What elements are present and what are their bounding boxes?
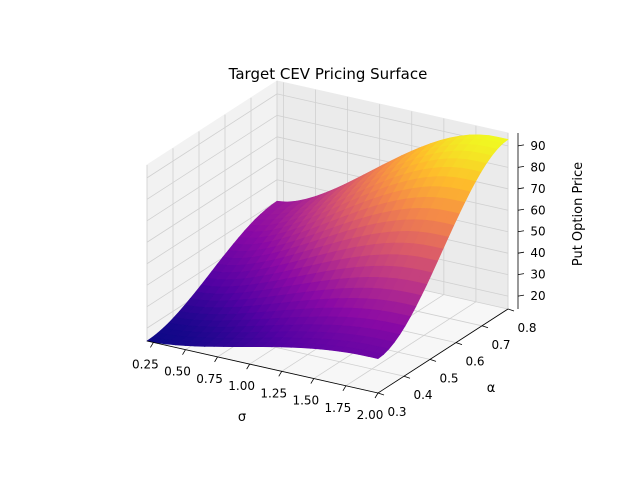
z-tick bbox=[517, 144, 525, 147]
y-tick-label: 0.6 bbox=[465, 355, 484, 369]
grid-left-z bbox=[146, 93, 278, 179]
z-tick-label: 90 bbox=[530, 139, 545, 153]
z-tick-label: 50 bbox=[530, 225, 545, 239]
grid-left-z bbox=[146, 115, 278, 200]
x-tick bbox=[246, 363, 251, 370]
x-tick bbox=[182, 349, 186, 355]
x-tick-label: 0.25 bbox=[132, 357, 159, 371]
x-tick bbox=[342, 385, 347, 391]
grid-floor-x bbox=[345, 301, 477, 387]
y-tick-label: 0.5 bbox=[439, 371, 458, 385]
axis-lines bbox=[146, 133, 525, 399]
y-tick-label: 0.7 bbox=[491, 338, 510, 352]
grid-left-z bbox=[146, 200, 278, 286]
z-tick bbox=[517, 230, 525, 233]
y-tick-label: 0.3 bbox=[387, 405, 406, 419]
z-tick bbox=[517, 273, 525, 276]
surface-patch bbox=[367, 351, 385, 360]
x-tick bbox=[150, 342, 154, 348]
chart-title: Target CEV Pricing Surface bbox=[228, 65, 428, 83]
y-tick bbox=[507, 308, 515, 312]
y-tick bbox=[403, 375, 411, 379]
z-tick bbox=[517, 187, 525, 190]
x-tick-label: 1.75 bbox=[325, 401, 352, 415]
x-tick-label: 1.00 bbox=[228, 379, 255, 393]
tick-labels: 0.25 0.50 0.75 1.00 1.25 1.50 1.75 2.00 0.3 0.4 0.… bbox=[132, 139, 546, 422]
y-axis-label: α bbox=[487, 381, 496, 396]
x-tick-label: 2.00 bbox=[357, 408, 384, 422]
z-tick-label: 70 bbox=[530, 182, 545, 196]
z-tick-label: 60 bbox=[530, 203, 545, 217]
z-tick-label: 20 bbox=[530, 289, 545, 303]
z-axis-label: Put Option Price bbox=[571, 162, 586, 266]
x-tick bbox=[214, 356, 218, 363]
x-tick bbox=[310, 378, 315, 384]
x-tick bbox=[374, 392, 379, 399]
x-tick bbox=[278, 371, 283, 377]
x-axis-label: σ bbox=[238, 410, 246, 425]
z-tick bbox=[517, 208, 525, 211]
z-tick bbox=[517, 251, 525, 254]
x-tick-label: 1.25 bbox=[260, 386, 287, 400]
grid-left-z bbox=[146, 157, 278, 243]
y-tick bbox=[481, 325, 489, 329]
y-axis-line bbox=[377, 308, 509, 394]
y-tick bbox=[377, 392, 385, 396]
z-tick-label: 80 bbox=[530, 160, 545, 174]
z-tick bbox=[517, 165, 525, 168]
y-tick bbox=[429, 359, 437, 362]
grid-left-z bbox=[146, 136, 278, 222]
x-tick-label: 0.50 bbox=[164, 365, 191, 379]
z-tick bbox=[517, 294, 525, 297]
x-tick-label: 0.75 bbox=[196, 372, 223, 386]
grid-left-z bbox=[146, 179, 278, 265]
z-tick-label: 40 bbox=[530, 246, 545, 260]
z-tick-label: 30 bbox=[530, 268, 545, 282]
price-surface bbox=[146, 134, 509, 360]
x-tick-label: 1.50 bbox=[292, 394, 319, 408]
y-tick bbox=[455, 342, 463, 345]
y-tick-label: 0.4 bbox=[413, 388, 432, 402]
y-tick-label: 0.8 bbox=[517, 321, 536, 335]
